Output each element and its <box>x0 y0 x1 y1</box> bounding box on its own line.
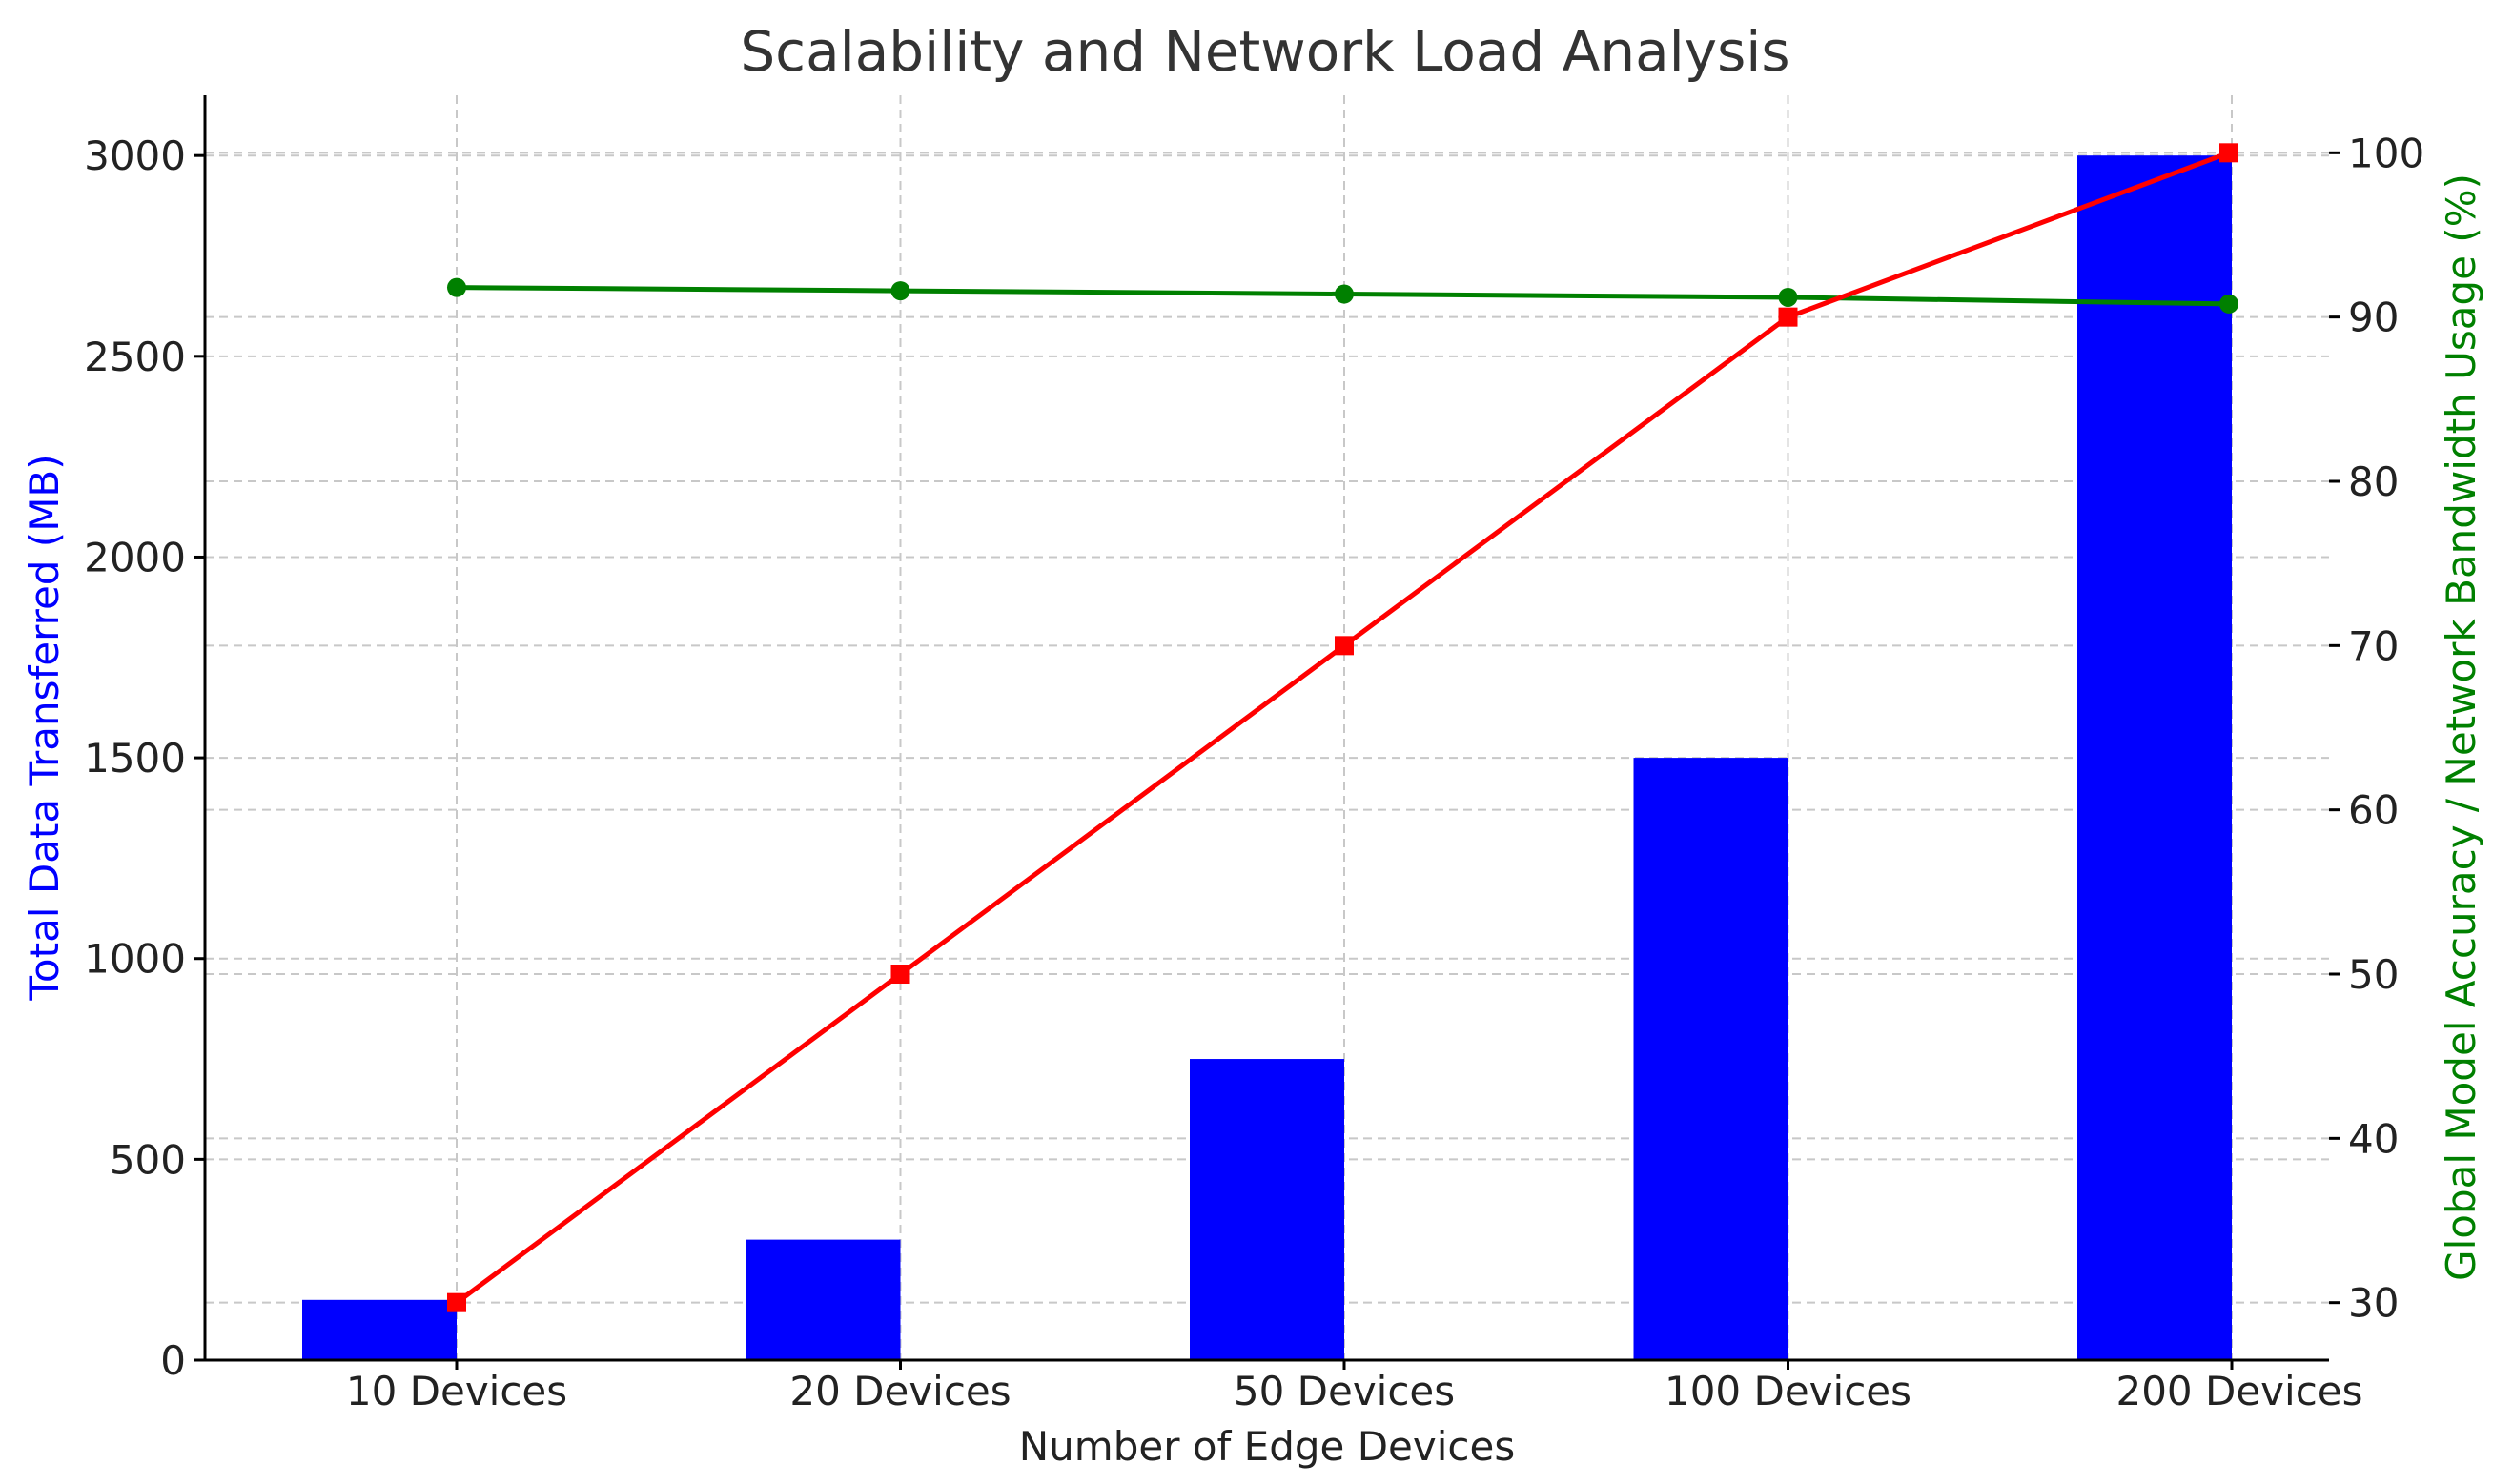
line-point-square <box>447 1292 466 1312</box>
bar <box>746 1239 901 1360</box>
x-axis-label: Number of Edge Devices <box>1019 1423 1515 1470</box>
y-right-tick-label: 40 <box>2348 1115 2399 1162</box>
axes <box>203 95 2329 1362</box>
line-point-square <box>1335 636 1354 656</box>
y-right-tick-label: 50 <box>2348 951 2399 998</box>
y-left-tick-label: 3000 <box>84 132 186 179</box>
y-left-tick-label: 0 <box>160 1337 186 1384</box>
x-tick-label: 50 Devices <box>1234 1368 1455 1414</box>
y-axis-left-label: Total Data Transferred (MB) <box>21 454 68 1001</box>
line-point-square <box>1778 307 1798 327</box>
line-point-circle <box>1778 287 1798 307</box>
x-tick-label: 20 Devices <box>789 1368 1011 1414</box>
line-point-square <box>2219 143 2238 163</box>
chart-title: Scalability and Network Load Analysis <box>740 19 1789 84</box>
bars <box>302 155 2232 1361</box>
y-left-tick-label: 2500 <box>84 334 186 380</box>
line-point-circle <box>890 281 910 301</box>
bar <box>1190 1059 1344 1360</box>
y-left-tick-label: 500 <box>110 1136 186 1183</box>
y-left-tick-label: 1000 <box>84 936 186 983</box>
y-right-tick-label: 60 <box>2348 787 2399 834</box>
line-point-circle <box>1335 284 1354 304</box>
y-axis-right-label: Global Model Accuracy / Network Bandwidt… <box>2438 173 2484 1281</box>
bar <box>1633 758 1788 1360</box>
bar <box>2077 155 2232 1361</box>
y-right-tick-label: 80 <box>2348 458 2399 505</box>
y-right-tick-label: 70 <box>2348 622 2399 669</box>
x-tick-label: 100 Devices <box>1665 1368 1911 1414</box>
y-right-tick-label: 100 <box>2348 130 2424 176</box>
y-left-tick-label: 1500 <box>84 735 186 782</box>
y-left-tick-label: 2000 <box>84 534 186 580</box>
y-right-tick-label: 90 <box>2348 295 2399 341</box>
line-point-square <box>890 965 910 985</box>
ticks: 0 500 1000 1500 2000 2500 3000 30 40 50 60 70 80 90 10… <box>84 130 2424 1414</box>
bar <box>302 1299 457 1360</box>
line-point-circle <box>447 277 466 297</box>
x-tick-label: 10 Devices <box>346 1368 567 1414</box>
lines <box>447 143 2238 1312</box>
y-right-tick-label: 30 <box>2348 1280 2399 1327</box>
line-point-circle <box>2219 294 2238 314</box>
x-tick-label: 200 Devices <box>2115 1368 2362 1414</box>
